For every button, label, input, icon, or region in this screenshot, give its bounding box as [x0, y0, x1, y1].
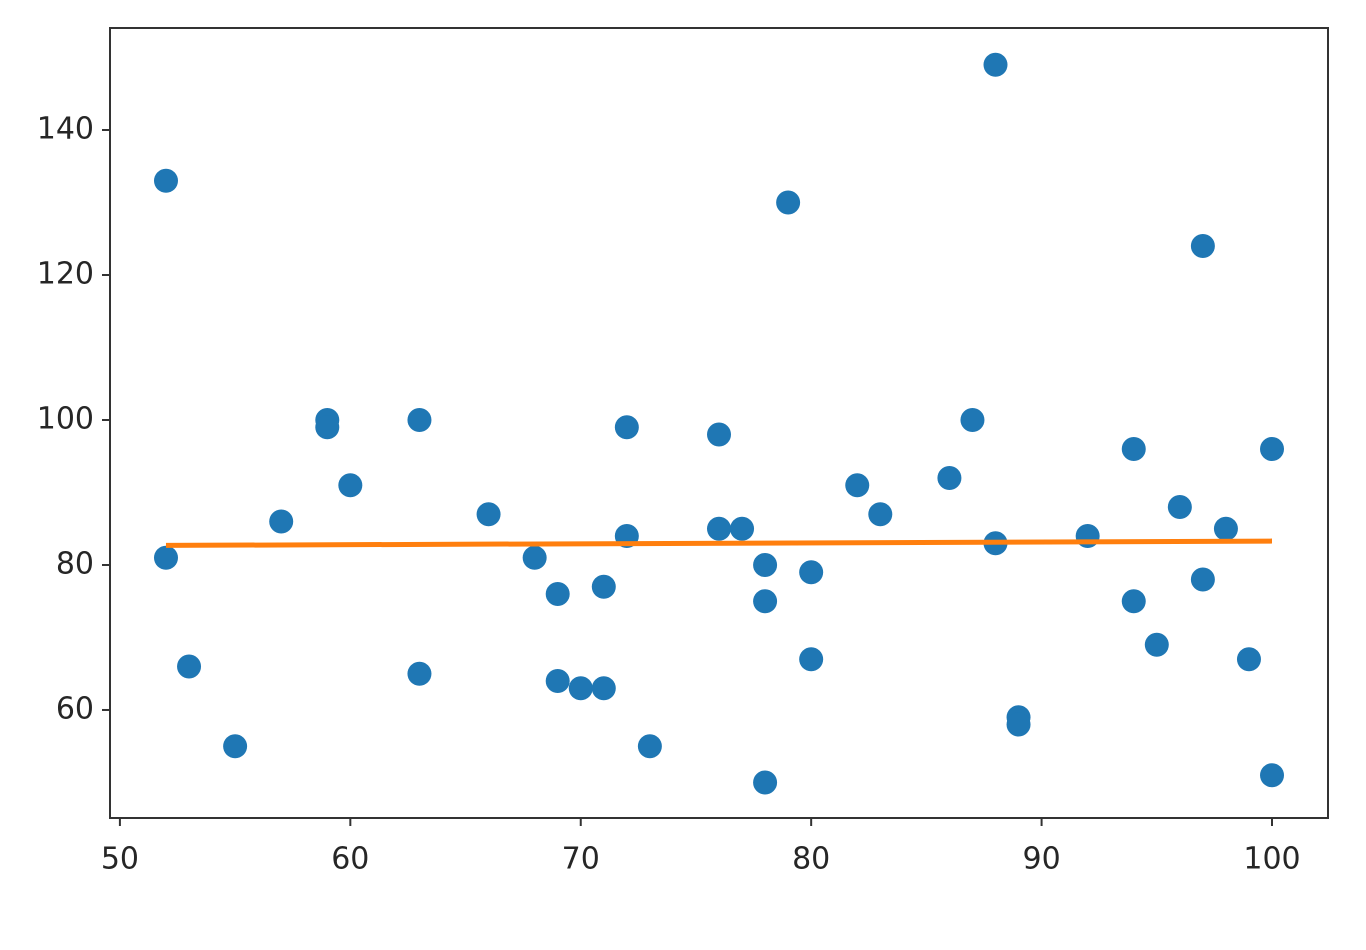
scatter-point — [637, 734, 662, 759]
scatter-point — [753, 552, 778, 577]
x-tick-label: 90 — [1022, 842, 1060, 877]
scatter-point — [1167, 494, 1192, 519]
x-tick-label: 70 — [562, 842, 600, 877]
scatter-point — [338, 473, 363, 498]
scatter-point — [983, 52, 1008, 77]
x-tick-label: 100 — [1243, 842, 1300, 877]
x-tick-label: 50 — [101, 842, 139, 877]
scatter-point — [707, 516, 731, 541]
scatter-point — [1260, 763, 1285, 788]
scatter-point — [177, 654, 202, 679]
y-tick-label: 80 — [56, 546, 94, 581]
y-tick-label: 60 — [56, 691, 94, 726]
scatter-point — [799, 560, 824, 585]
scatter-point — [522, 545, 547, 570]
fit-line — [165, 538, 1273, 548]
scatter-point — [153, 168, 178, 193]
scatter-point — [1121, 436, 1146, 461]
scatter-point — [1213, 516, 1238, 541]
scatter-point — [753, 770, 778, 795]
scatter-point — [591, 676, 616, 701]
scatter-point — [753, 589, 778, 614]
y-tick-label: 100 — [37, 401, 94, 436]
scatter-point — [960, 407, 985, 432]
scatter-point — [1236, 647, 1261, 672]
y-tick-label: 140 — [37, 112, 94, 147]
x-tick-label: 80 — [792, 842, 830, 877]
scatter-point — [1190, 567, 1215, 592]
scatter-point — [1121, 589, 1146, 614]
x-tick-label: 60 — [331, 842, 369, 877]
scatter-point — [269, 509, 294, 534]
scatter-point — [614, 415, 639, 440]
scatter-point — [568, 676, 593, 701]
scatter-point — [223, 734, 248, 759]
scatter-point — [153, 545, 178, 570]
scatter-point — [776, 190, 801, 215]
scatter-point — [1144, 632, 1169, 657]
scatter-point — [937, 465, 962, 490]
scatter-point — [407, 661, 432, 686]
scatter-point — [799, 647, 824, 672]
scatter-point — [476, 502, 501, 527]
scatter-point — [545, 668, 570, 693]
scatter-point — [315, 415, 340, 440]
scatter-point — [591, 574, 616, 599]
scatter-point — [545, 581, 570, 606]
scatter-point — [845, 473, 870, 498]
scatter-point — [1260, 436, 1285, 461]
scatter-point — [1075, 523, 1100, 548]
scatter-point — [730, 516, 755, 541]
y-tick-label: 120 — [37, 256, 94, 291]
scatter-point — [1190, 233, 1215, 258]
scatter-point — [868, 502, 893, 527]
scatter-point — [1006, 712, 1031, 737]
scatter-point — [707, 422, 731, 447]
scatter-point — [407, 407, 432, 432]
